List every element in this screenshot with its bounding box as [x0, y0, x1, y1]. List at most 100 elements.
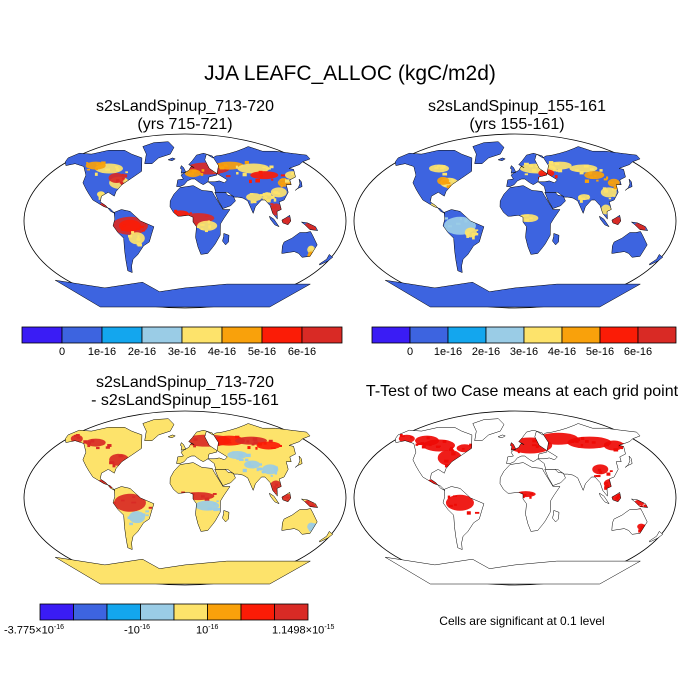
map-field-speck [271, 205, 276, 209]
map-field-speck [121, 173, 125, 176]
map-field-speck [255, 446, 258, 450]
map-field-speck [522, 495, 525, 499]
coastline-newzealand [319, 531, 334, 543]
map-field-speck [257, 443, 261, 446]
map-field-speck [417, 443, 423, 446]
map-field-speck [139, 517, 143, 520]
map-field-speck [255, 178, 260, 183]
map-field-speck [523, 493, 527, 497]
map-field-speck [638, 225, 643, 228]
map-field-speck [269, 165, 274, 169]
colorbar-top-left-labels: 0 1e-16 2e-16 3e-16 4e-16 5e-16 6e-16 [22, 346, 342, 360]
map-field-speck [148, 506, 153, 509]
map-field-speck [268, 439, 273, 443]
map-field-speck [258, 467, 263, 471]
colorbar-tick-label: 5e-16 [585, 346, 615, 358]
map-field-speck [280, 185, 283, 188]
map-field-speck [521, 214, 524, 217]
map-field-speck [116, 179, 120, 182]
coastline-madagascar [222, 233, 230, 246]
map-field-speck [262, 166, 267, 169]
colorbar-segment [523, 326, 563, 344]
map-field-speck [275, 492, 278, 495]
coastline-namerica [395, 427, 473, 491]
map-field-speck [594, 175, 597, 177]
map-field-speck [129, 522, 133, 526]
panel-title-top-left-line1: s2sLandSpinup_713-720 [96, 98, 274, 115]
coastline-iceland [497, 157, 506, 162]
colorbar-segment [207, 603, 242, 621]
map-field-speck [102, 444, 106, 447]
map-field-speck [122, 224, 126, 227]
map-field-speck [94, 449, 97, 452]
colorbar-tick-label: 0 [406, 346, 414, 358]
map-field-speck [194, 222, 199, 226]
map-field-speck [95, 168, 98, 171]
map-field-speck [200, 512, 204, 515]
coastline-antarctica [55, 556, 312, 585]
map-field-speck [524, 173, 529, 176]
map-field-speck [558, 168, 563, 173]
map-field-speck [553, 169, 557, 172]
coastline-australia [281, 508, 318, 535]
map-field-speck [187, 213, 190, 217]
map-field-speck [279, 178, 283, 181]
map-field-speck [121, 177, 125, 180]
panel-title-top-right-line1: s2sLandSpinup_155-161 [428, 98, 606, 115]
colorbar-segment [101, 326, 143, 344]
page-title: JJA LEAFC_ALLOC (kgC/m2d) [204, 62, 496, 85]
map-field-speck [193, 444, 197, 448]
map-field-speck [451, 178, 455, 182]
map-field-speck [465, 231, 470, 236]
colorbar-segment [261, 326, 303, 344]
map-field-speck [244, 458, 249, 462]
map-field-speck [281, 495, 286, 498]
coastline-arabia [214, 469, 236, 486]
coastline-japan [625, 455, 633, 468]
coastline-borneo [611, 491, 622, 503]
coastline-indonesia1 [598, 215, 610, 228]
map-field-speck [223, 440, 229, 444]
map-field-speck [615, 217, 618, 221]
map-field-speck [554, 175, 558, 179]
map-field-speck [606, 472, 611, 476]
map-field-speck [235, 165, 238, 169]
coastline-uk [510, 442, 517, 451]
map-field-patch [250, 171, 279, 180]
coastline-asia [534, 146, 641, 220]
colorbar-tick-label: 6e-16 [287, 346, 317, 358]
map-field-speck [604, 486, 609, 490]
colorbar-segment [561, 326, 601, 344]
map-field-speck [259, 174, 263, 178]
map-field-speck [115, 166, 119, 169]
map-field-speck [583, 164, 589, 168]
coastline-namerica [65, 150, 143, 214]
colorbar-tick-label: 0 [58, 346, 66, 358]
coastline-greenland [142, 418, 175, 441]
map-field-speck [174, 209, 178, 213]
map-field-speck [595, 474, 601, 478]
map-field-speck [580, 444, 584, 447]
map-field-speck [428, 479, 432, 483]
map-field-speck [270, 447, 276, 449]
map-field-speck [223, 164, 228, 167]
map-field-speck [604, 189, 609, 193]
colorbar-segment [181, 326, 223, 344]
map-field-speck [113, 502, 116, 504]
coastline-madagascar [222, 510, 230, 523]
map-field-speck [121, 227, 124, 231]
map-field-speck [110, 461, 115, 464]
map-field-speck [279, 444, 282, 448]
coastline-samerica [442, 209, 485, 273]
colorbar-segment [599, 326, 639, 344]
map-field-speck [609, 181, 614, 184]
map-field-speck [555, 169, 560, 172]
map-field-speck [285, 496, 290, 499]
map-field-speck [637, 227, 642, 231]
map-field-speck [86, 162, 89, 164]
map-field-speck [459, 217, 462, 221]
coastline-asia [204, 423, 311, 497]
map-field-speck [446, 185, 451, 189]
map-field-speck [127, 516, 131, 520]
map-field-speck [244, 160, 249, 164]
